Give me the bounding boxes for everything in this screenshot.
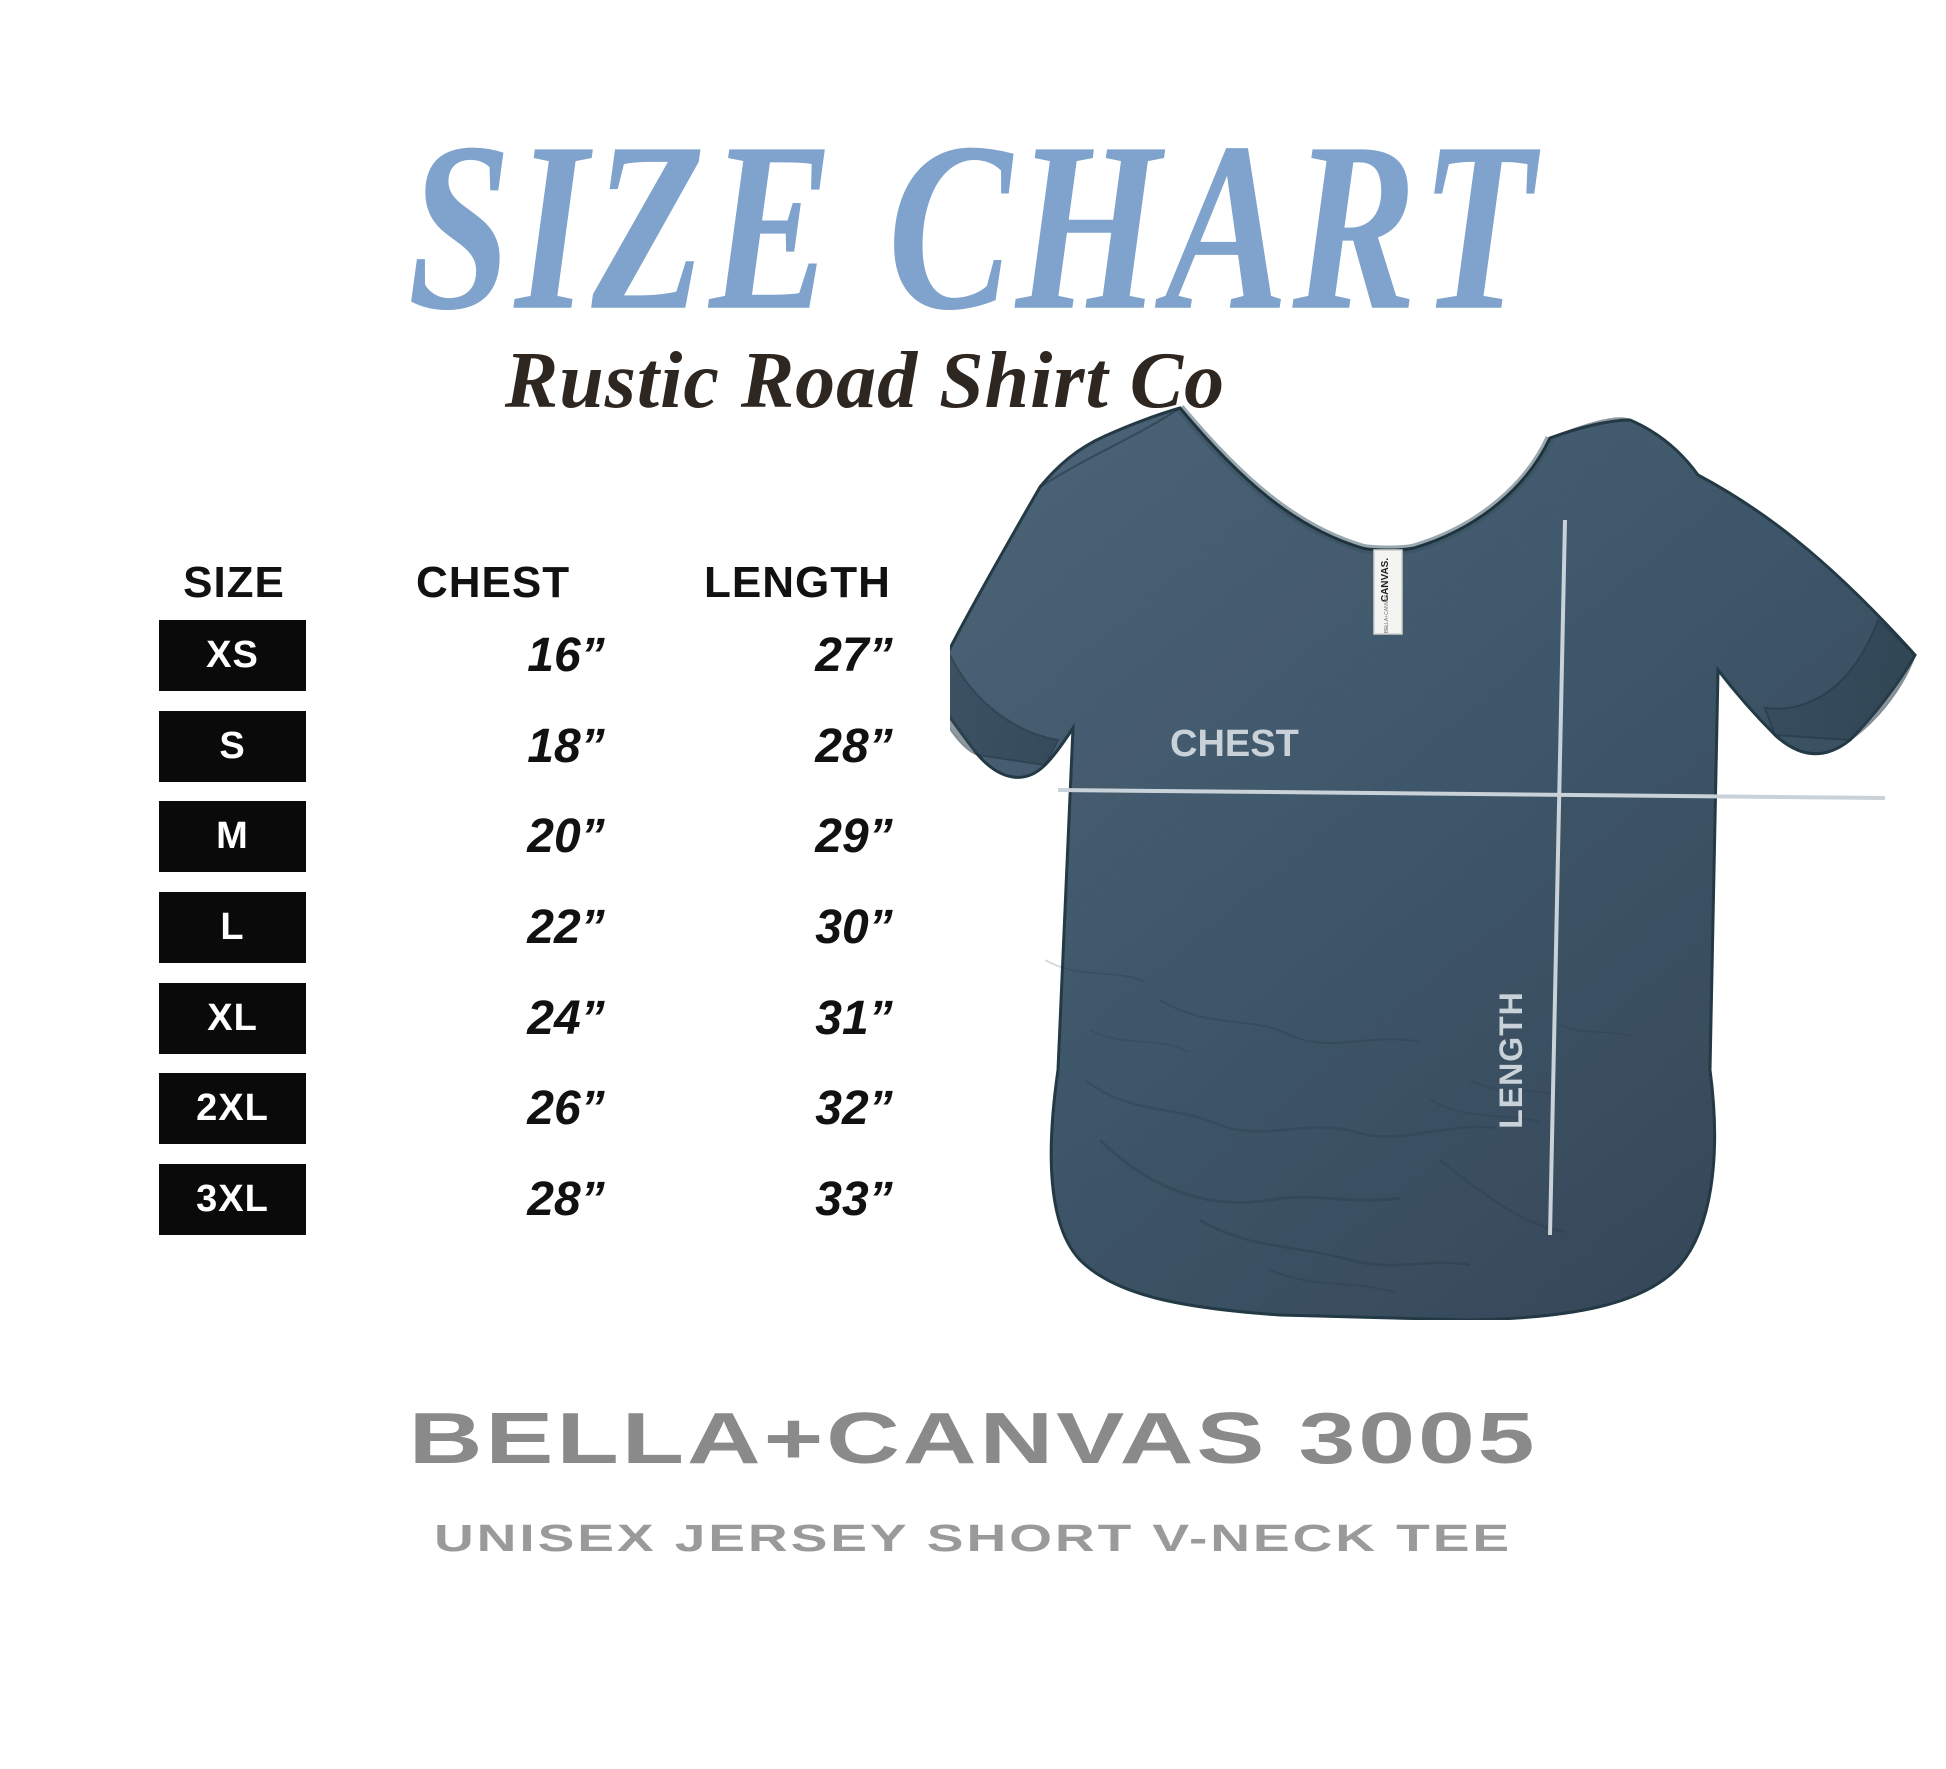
svg-text:LENGTH: LENGTH — [1493, 991, 1529, 1129]
svg-text:M: M — [1384, 626, 1389, 630]
svg-text:CHEST: CHEST — [1170, 723, 1299, 765]
